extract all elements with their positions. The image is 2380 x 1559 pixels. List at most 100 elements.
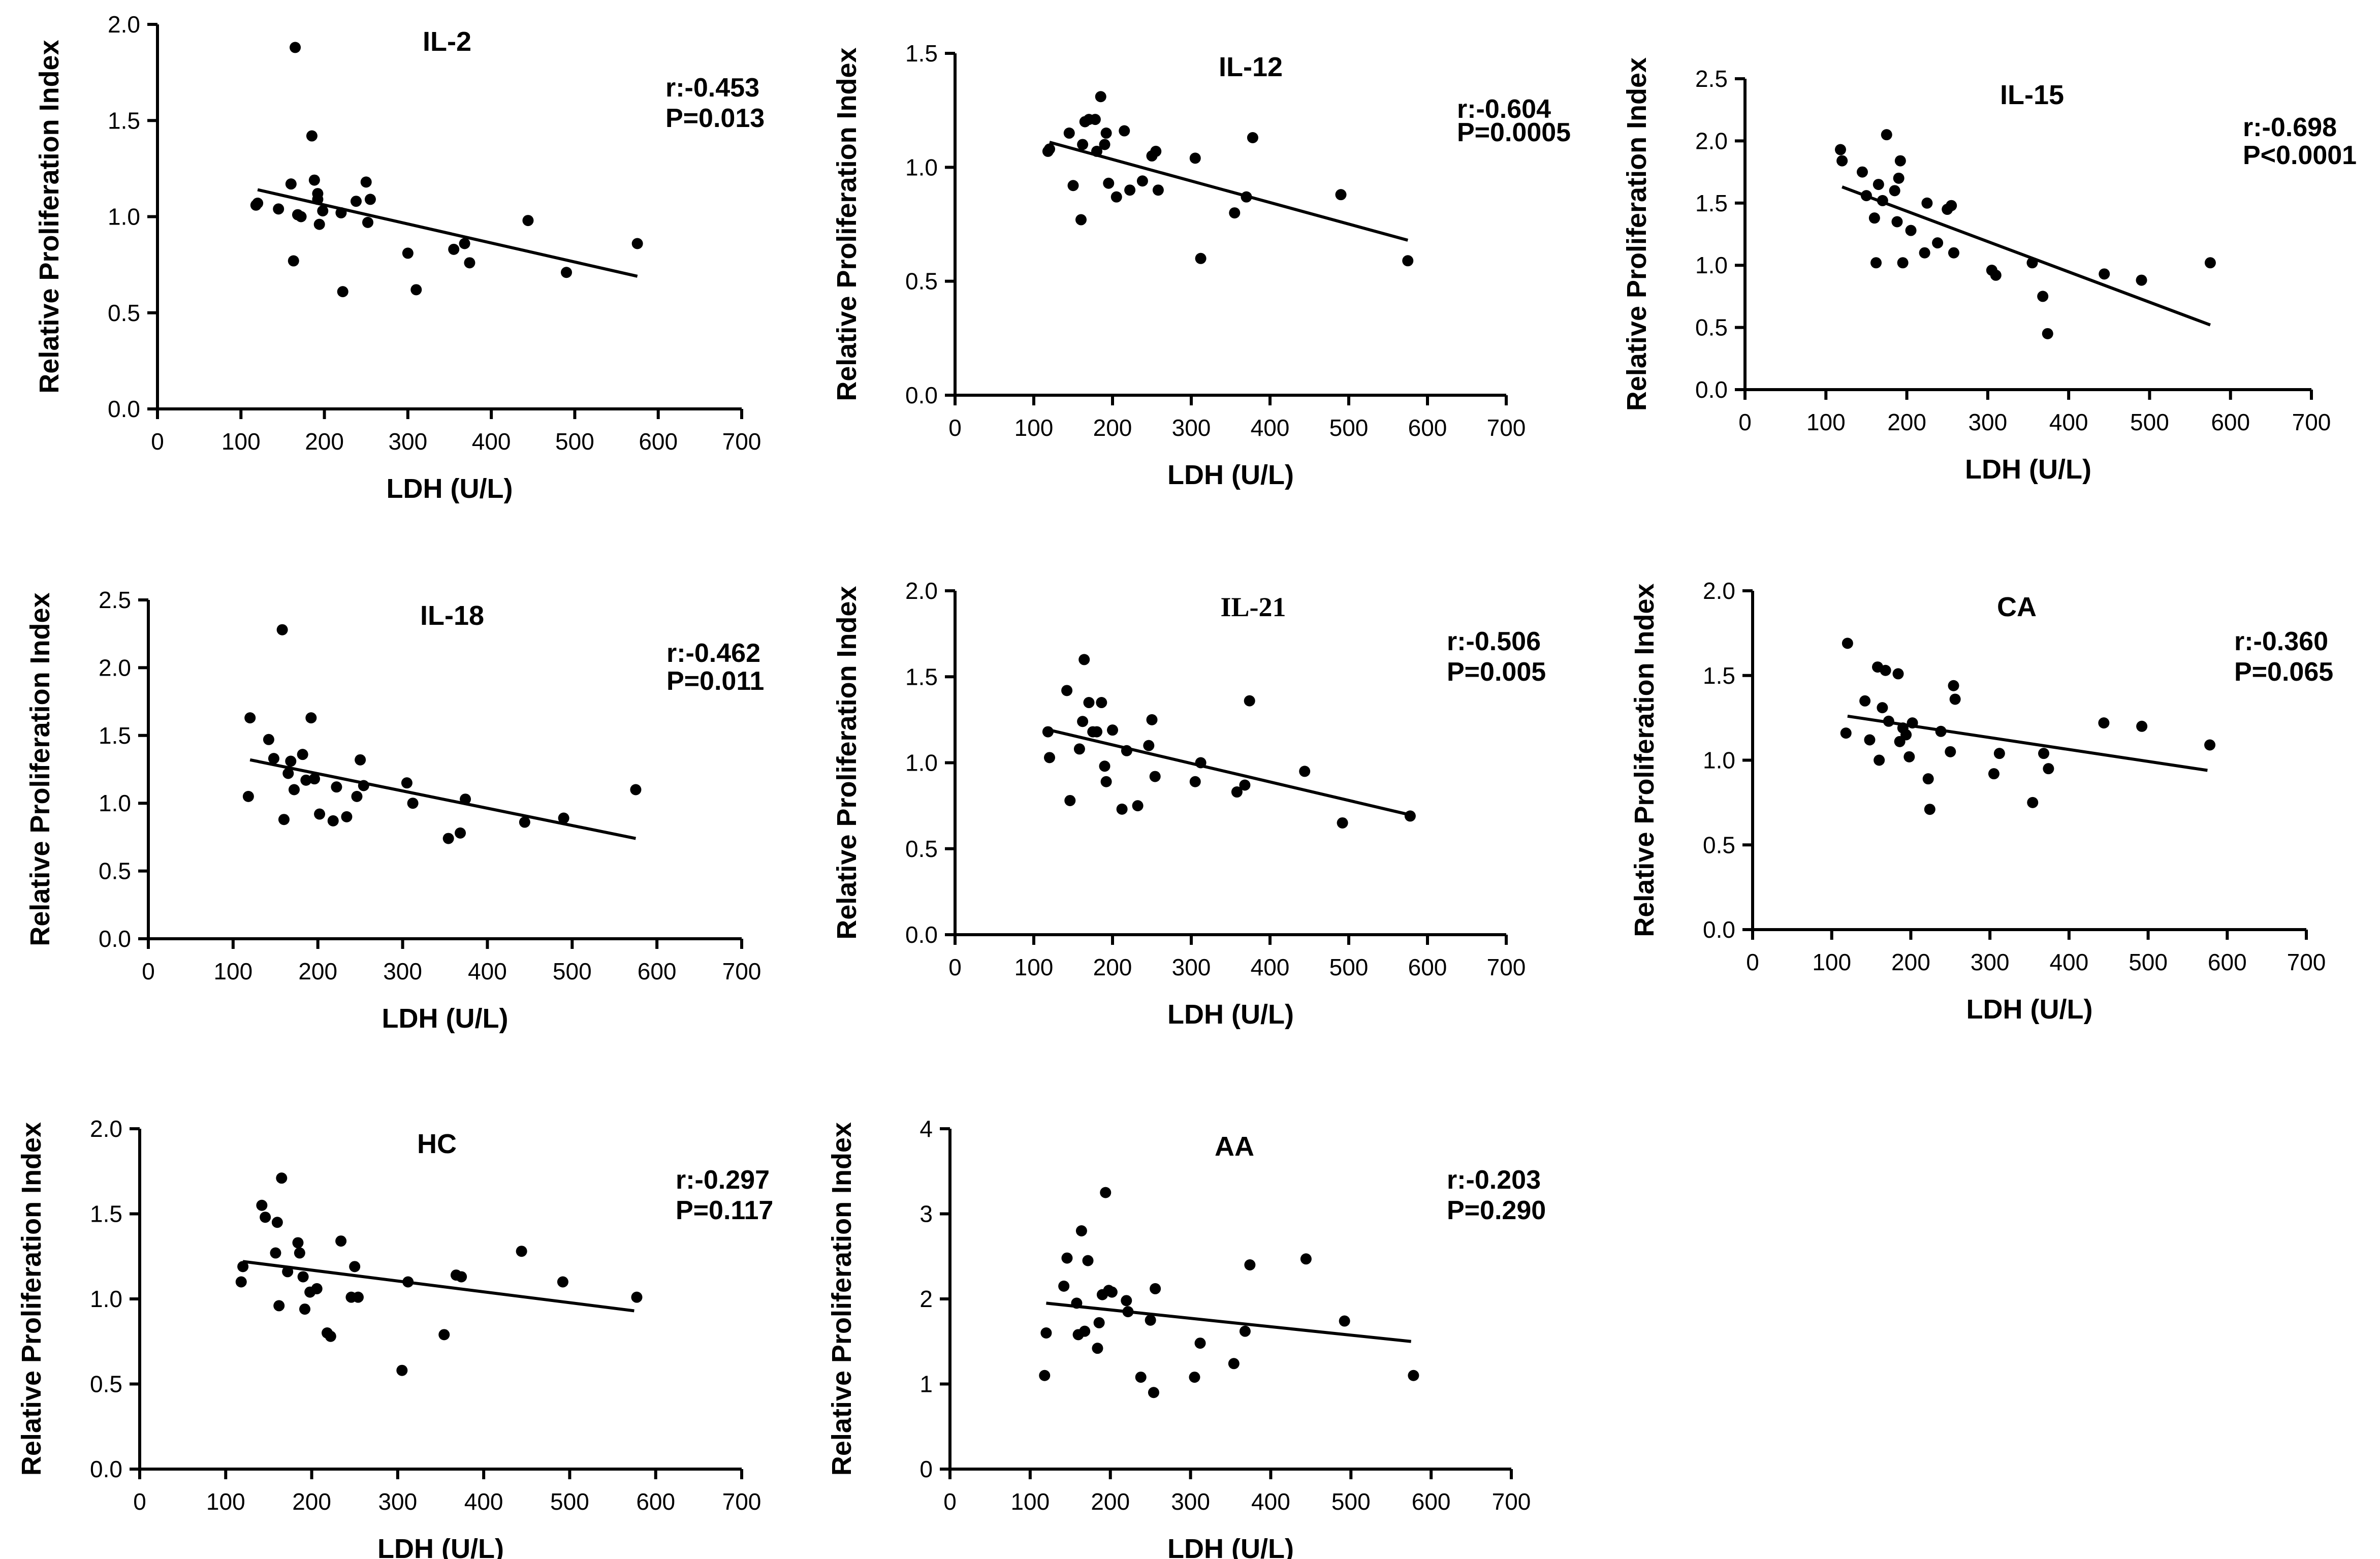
x-tick-label: 300 xyxy=(378,1488,417,1515)
data-point xyxy=(1100,1187,1112,1198)
x-tick-label: 600 xyxy=(636,1488,675,1515)
data-point xyxy=(1149,771,1161,782)
data-point xyxy=(1189,776,1201,787)
data-point xyxy=(1239,1325,1251,1337)
y-tick-label: 1.5 xyxy=(1695,190,1728,216)
y-tick-label: 1 xyxy=(919,1371,933,1397)
y-tick-label: 1.5 xyxy=(905,663,938,690)
data-point xyxy=(1107,724,1118,736)
y-tick-label: 2.0 xyxy=(1703,578,1735,604)
data-point xyxy=(1859,695,1871,707)
data-point xyxy=(1860,190,1872,202)
p-value-text: P=0.0005 xyxy=(1457,118,1571,147)
chart-il15: 0 100 200 300 400 500 600 700 0.0 0.5 1.0 1.5 2.0 2.5… xyxy=(1622,57,2357,485)
data-point xyxy=(1121,1295,1132,1307)
y-axis-title: Relative Proliferation Index xyxy=(832,47,862,401)
data-point xyxy=(1194,1338,1206,1349)
data-point xyxy=(317,205,329,217)
data-point xyxy=(1119,125,1130,137)
x-tick-label: 700 xyxy=(1487,954,1526,980)
data-point xyxy=(631,1291,643,1303)
data-point xyxy=(1335,189,1347,201)
data-point xyxy=(2136,720,2148,732)
data-point xyxy=(1078,654,1090,665)
regression-line xyxy=(1046,1301,1411,1343)
x-tick-label: 300 xyxy=(383,958,422,984)
data-point xyxy=(1868,212,1880,224)
data-point xyxy=(631,238,643,249)
data-point xyxy=(1300,1253,1312,1265)
data-point xyxy=(1132,800,1144,812)
y-tick-label: 3 xyxy=(919,1201,933,1227)
x-tick-label: 600 xyxy=(1408,415,1447,441)
data-point xyxy=(276,1172,288,1184)
data-point xyxy=(519,816,530,828)
data-point xyxy=(1071,1297,1083,1309)
data-point xyxy=(288,784,300,796)
x-tick-label: 600 xyxy=(2211,409,2250,435)
data-point xyxy=(2042,328,2053,339)
data-point xyxy=(313,218,325,230)
data-point xyxy=(1145,1314,1156,1326)
data-point xyxy=(1946,200,1957,211)
data-point xyxy=(1408,1370,1419,1381)
regression-line xyxy=(249,758,637,840)
data-point xyxy=(1988,768,2000,780)
regression-line xyxy=(1049,728,1408,816)
data-point xyxy=(311,1283,323,1294)
x-tick-label: 500 xyxy=(1329,954,1369,980)
data-point xyxy=(1091,726,1102,738)
data-point xyxy=(1840,727,1852,739)
x-tick-label: 400 xyxy=(2049,409,2088,435)
data-point xyxy=(364,194,376,205)
data-point xyxy=(1148,1387,1159,1398)
data-point xyxy=(1042,726,1054,738)
data-point xyxy=(1870,257,1882,269)
x-axis-title: LDH (U/L) xyxy=(1966,994,2093,1025)
data-point xyxy=(1337,817,1348,829)
data-point xyxy=(1402,255,1414,267)
data-point xyxy=(358,780,369,791)
data-point xyxy=(1116,803,1128,815)
data-point xyxy=(309,773,321,785)
data-point xyxy=(1922,773,1934,785)
data-point xyxy=(2027,797,2039,808)
data-point xyxy=(273,203,284,215)
x-tick-label: 500 xyxy=(553,958,592,984)
x-tick-label: 0 xyxy=(948,954,962,980)
x-tick-label: 100 xyxy=(1014,954,1054,980)
data-point xyxy=(630,784,642,796)
data-point xyxy=(1073,743,1085,755)
data-point xyxy=(341,811,353,822)
data-point xyxy=(1893,172,1905,184)
x-axis-title: LDH (U/L) xyxy=(1965,454,2091,485)
chart-il12: 0 100 200 300 400 500 600 700 0.0 0.5 1.0 1.5 LDH (U… xyxy=(832,40,1571,490)
data-point xyxy=(1095,91,1106,103)
data-point xyxy=(1897,257,1909,269)
correlation-r-text: r:-0.506 xyxy=(1447,627,1541,656)
correlation-r-text: r:-0.360 xyxy=(2234,627,2328,656)
data-point xyxy=(459,238,470,249)
x-tick-label: 100 xyxy=(1014,415,1054,441)
x-tick-label: 0 xyxy=(142,958,155,984)
data-point xyxy=(1064,794,1076,806)
data-point xyxy=(235,1276,247,1288)
data-point xyxy=(402,247,414,259)
data-point xyxy=(1099,139,1110,150)
data-point xyxy=(1404,810,1416,822)
y-axis-title: Relative Proliferation Index xyxy=(1622,57,1652,411)
p-value-text: P=0.290 xyxy=(1447,1196,1546,1225)
y-tick-label: 1.0 xyxy=(108,204,140,230)
data-point xyxy=(1907,717,1918,729)
data-point xyxy=(1146,714,1158,725)
data-point xyxy=(1880,664,1891,676)
data-point xyxy=(1079,1325,1091,1337)
data-point xyxy=(442,833,454,844)
data-point xyxy=(1150,145,1162,157)
data-point xyxy=(1948,247,1959,259)
data-point xyxy=(396,1364,408,1376)
data-point xyxy=(335,207,347,218)
x-tick-label: 100 xyxy=(213,958,252,984)
y-tick-label: 0.5 xyxy=(1695,314,1728,341)
data-point xyxy=(1103,177,1115,189)
